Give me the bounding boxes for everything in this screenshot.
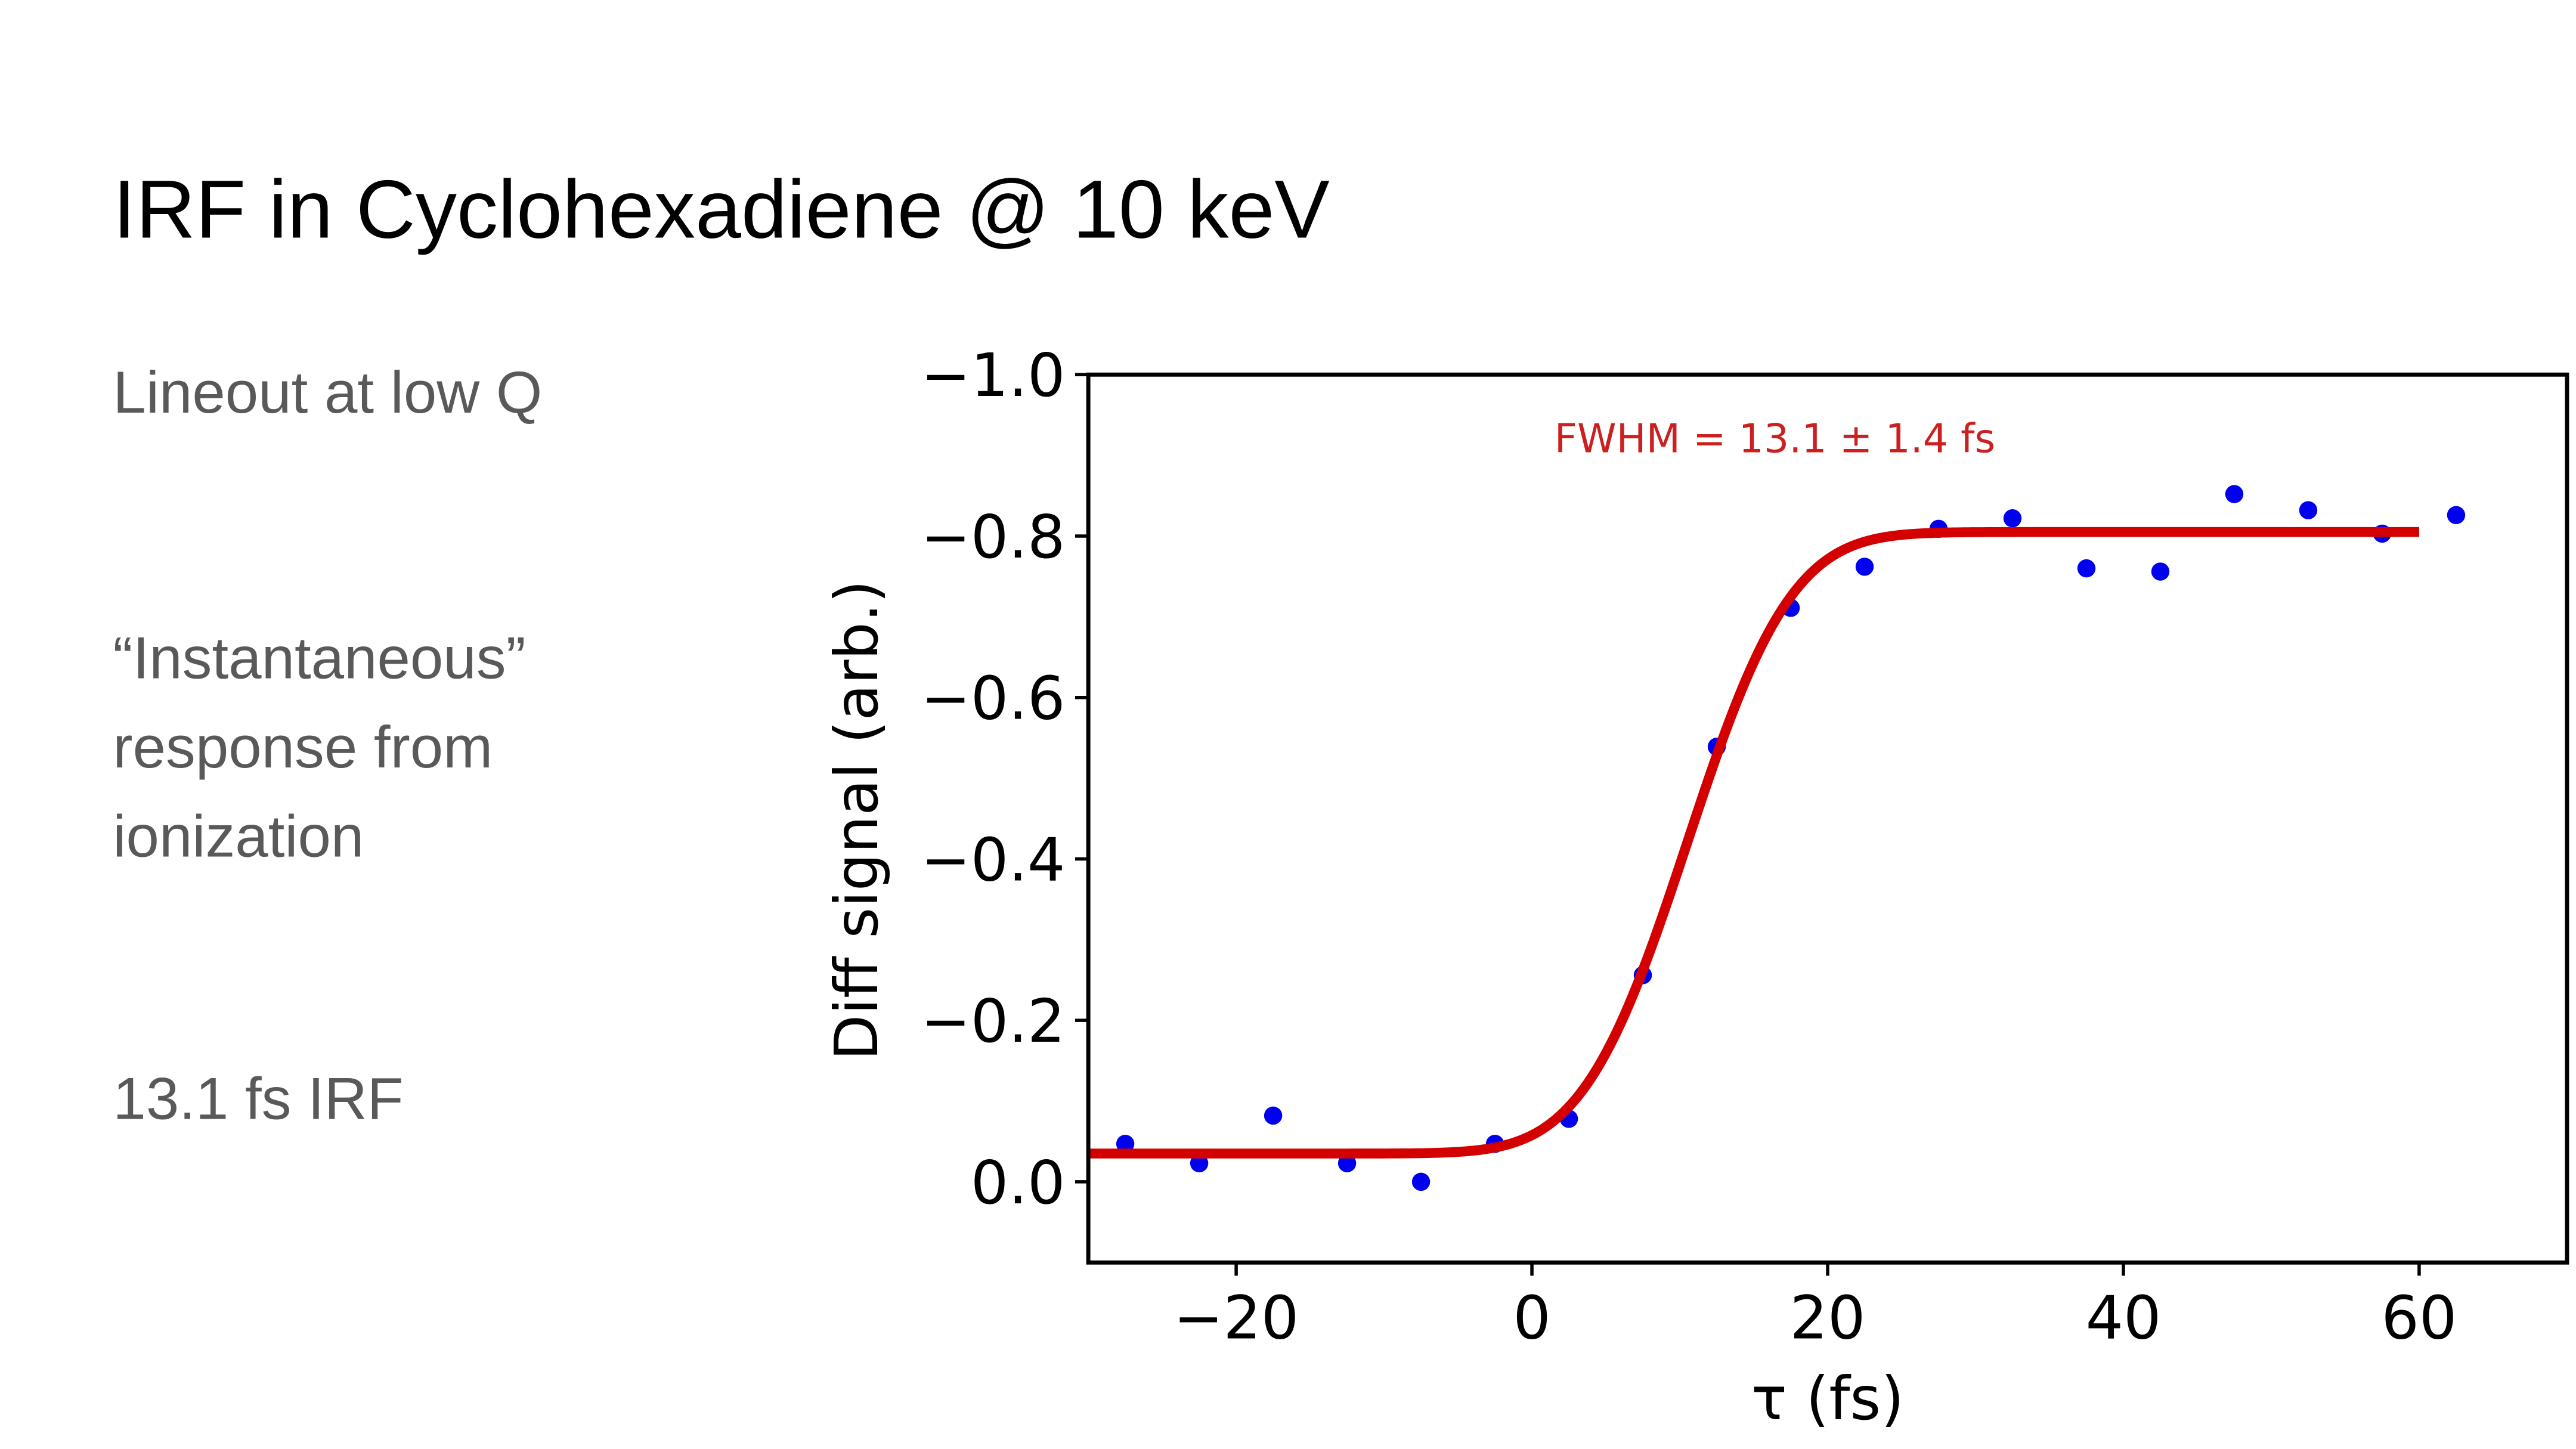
data-point bbox=[2225, 485, 2244, 503]
data-point bbox=[2077, 559, 2096, 578]
bullet-text: response from bbox=[113, 714, 493, 781]
data-point bbox=[2299, 501, 2318, 519]
y-tick-label: 0.0 bbox=[971, 1149, 1065, 1218]
y-tick-label: −0.8 bbox=[921, 503, 1065, 572]
bullet-text: Lineout at low Q bbox=[113, 360, 542, 426]
y-tick-label: −0.6 bbox=[921, 665, 1065, 733]
data-point bbox=[2151, 562, 2170, 581]
x-tick-label: −20 bbox=[1174, 1284, 1299, 1353]
bullet-text: “Instantaneous” bbox=[113, 626, 525, 692]
plot-frame bbox=[1086, 372, 2569, 1265]
bullet-text: ionization bbox=[113, 803, 364, 869]
data-point bbox=[2003, 509, 2022, 528]
data-point bbox=[2447, 506, 2466, 525]
y-tick-label: −0.4 bbox=[921, 826, 1065, 894]
data-point bbox=[1116, 1135, 1135, 1153]
bullet-list: Lineout at low Q “Instantaneous” respons… bbox=[113, 360, 542, 1132]
bullet-text: 13.1 fs IRF bbox=[113, 1066, 403, 1132]
data-point bbox=[1411, 1172, 1431, 1191]
x-tick-label: 20 bbox=[1790, 1284, 1866, 1353]
data-point bbox=[1264, 1106, 1283, 1125]
y-axis-label: Diff signal (arb.) bbox=[823, 580, 891, 1061]
data-point bbox=[1855, 558, 1874, 576]
slide-title: IRF in Cyclohexadiene @ 10 keV bbox=[113, 164, 1329, 256]
y-tick-label: −1.0 bbox=[921, 342, 1065, 410]
y-tick-label: −0.2 bbox=[921, 987, 1065, 1056]
data-point bbox=[1190, 1154, 1209, 1172]
fit-line bbox=[1088, 527, 2419, 1159]
x-tick-label: 40 bbox=[2086, 1284, 2162, 1353]
x-tick-label: 0 bbox=[1513, 1284, 1550, 1353]
x-tick-label: 60 bbox=[2382, 1284, 2457, 1353]
fwhm-annotation: FWHM = 13.1 ± 1.4 fs bbox=[1555, 415, 1995, 462]
chart: −20 0 20 40 60 −1.0 −0.8 −0.6 −0.4 −0.2 0.0 FWHM … bbox=[823, 342, 2569, 1433]
x-axis-label: τ (fs) bbox=[1751, 1365, 1904, 1433]
data-point bbox=[1337, 1154, 1357, 1172]
